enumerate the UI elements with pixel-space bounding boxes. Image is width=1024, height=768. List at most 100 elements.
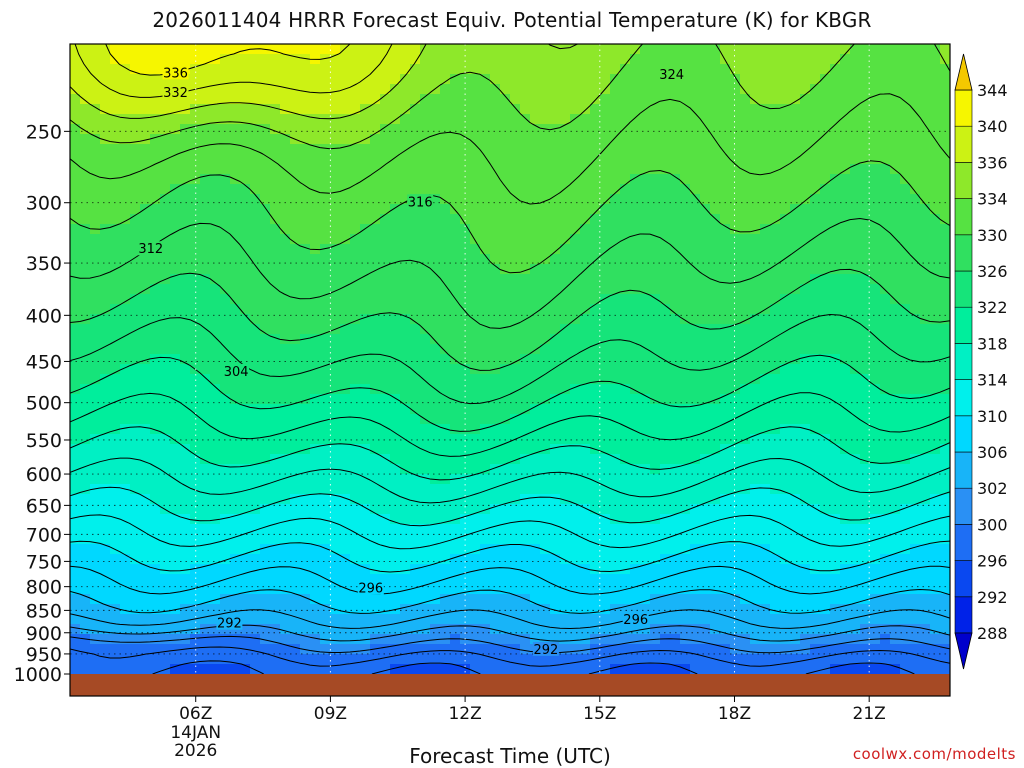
field-cell bbox=[570, 544, 581, 555]
field-cell bbox=[280, 364, 291, 375]
field-cell bbox=[740, 314, 751, 325]
field-cell bbox=[380, 274, 391, 285]
field-cell bbox=[840, 74, 851, 85]
field-cell bbox=[820, 574, 831, 585]
field-cell bbox=[320, 424, 331, 435]
field-cell bbox=[690, 384, 701, 395]
field-cell bbox=[570, 264, 581, 275]
field-cell bbox=[730, 234, 741, 245]
field-cell bbox=[790, 84, 801, 95]
field-cell bbox=[310, 554, 321, 565]
field-cell bbox=[920, 244, 931, 255]
field-cell bbox=[150, 504, 161, 515]
field-cell bbox=[350, 594, 361, 605]
field-cell bbox=[730, 154, 741, 165]
field-cell bbox=[280, 284, 291, 295]
field-cell bbox=[690, 524, 701, 535]
field-cell bbox=[760, 184, 771, 195]
field-cell bbox=[350, 354, 361, 365]
field-cell bbox=[350, 364, 361, 375]
field-cell bbox=[480, 504, 491, 515]
field-cell bbox=[180, 574, 191, 585]
field-cell bbox=[640, 414, 651, 425]
field-cell bbox=[800, 204, 811, 215]
field-cell bbox=[380, 334, 391, 345]
field-cell bbox=[820, 294, 831, 305]
field-cell bbox=[200, 424, 211, 435]
field-cell bbox=[580, 314, 591, 325]
field-cell bbox=[300, 64, 311, 75]
field-cell bbox=[440, 204, 451, 215]
field-cell bbox=[400, 114, 411, 125]
field-cell bbox=[490, 174, 501, 185]
field-cell bbox=[870, 324, 881, 335]
field-cell bbox=[260, 194, 271, 205]
field-cell bbox=[600, 524, 611, 535]
field-cell bbox=[380, 424, 391, 435]
field-cell bbox=[450, 74, 461, 85]
field-cell bbox=[260, 324, 271, 335]
field-cell bbox=[370, 194, 381, 205]
field-cell bbox=[700, 514, 711, 525]
field-cell bbox=[840, 244, 851, 255]
field-cell bbox=[940, 554, 950, 565]
field-cell bbox=[790, 374, 801, 385]
field-cell bbox=[930, 44, 941, 55]
field-cell bbox=[240, 254, 251, 265]
field-cell bbox=[670, 464, 681, 475]
field-cell bbox=[630, 524, 641, 535]
field-cell bbox=[590, 174, 601, 185]
field-cell bbox=[520, 44, 531, 55]
field-cell bbox=[490, 164, 501, 175]
field-cell bbox=[150, 344, 161, 355]
field-cell bbox=[200, 114, 211, 125]
field-cell bbox=[710, 584, 721, 595]
field-cell bbox=[290, 314, 301, 325]
field-cell bbox=[110, 434, 121, 445]
field-cell bbox=[290, 364, 301, 375]
field-cell bbox=[370, 544, 381, 555]
field-cell bbox=[170, 244, 181, 255]
field-cell bbox=[250, 214, 261, 225]
field-cell bbox=[800, 194, 811, 205]
field-cell bbox=[80, 194, 91, 205]
field-cell bbox=[450, 404, 461, 415]
field-cell bbox=[450, 374, 461, 385]
field-cell bbox=[510, 334, 521, 345]
field-cell bbox=[770, 414, 781, 425]
field-cell bbox=[340, 214, 351, 225]
field-cell bbox=[930, 194, 941, 205]
field-cell bbox=[540, 44, 551, 55]
field-cell bbox=[820, 544, 831, 555]
field-cell bbox=[160, 604, 171, 615]
field-cell bbox=[590, 84, 601, 95]
field-cell bbox=[710, 314, 721, 325]
field-cell bbox=[450, 504, 461, 515]
field-cell bbox=[650, 274, 661, 285]
field-cell bbox=[310, 484, 321, 495]
field-cell bbox=[540, 424, 551, 435]
field-cell bbox=[410, 234, 421, 245]
field-cell bbox=[80, 524, 91, 535]
field-cell bbox=[680, 84, 691, 95]
field-cell bbox=[440, 554, 451, 565]
field-cell bbox=[350, 194, 361, 205]
field-cell bbox=[440, 294, 451, 305]
field-cell bbox=[150, 74, 161, 85]
field-cell bbox=[210, 534, 221, 545]
field-cell bbox=[230, 254, 241, 265]
field-cell bbox=[780, 254, 791, 265]
field-cell bbox=[750, 234, 761, 245]
field-cell bbox=[610, 444, 621, 455]
field-cell bbox=[170, 264, 181, 275]
field-cell bbox=[500, 574, 511, 585]
field-cell bbox=[750, 474, 761, 485]
field-cell bbox=[920, 44, 931, 55]
field-cell bbox=[680, 414, 691, 425]
field-cell bbox=[630, 204, 641, 215]
field-cell bbox=[160, 574, 171, 585]
field-cell bbox=[520, 544, 531, 555]
field-cell bbox=[600, 544, 611, 555]
field-cell bbox=[70, 604, 81, 615]
field-cell bbox=[360, 514, 371, 525]
